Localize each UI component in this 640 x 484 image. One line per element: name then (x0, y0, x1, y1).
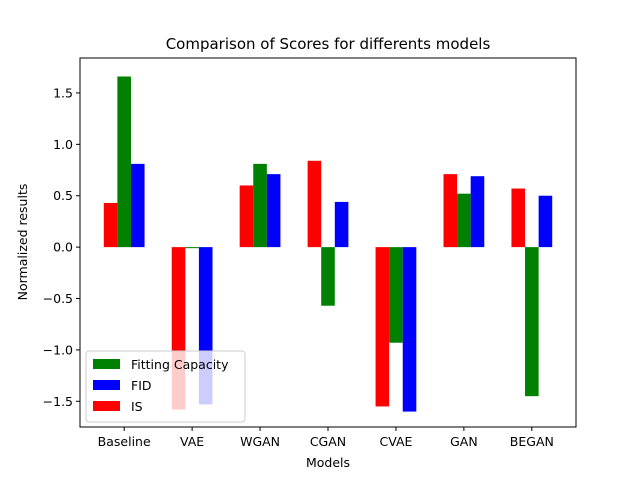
y-tick-label: 0.5 (53, 188, 73, 203)
y-tick-label: −1.0 (43, 342, 73, 357)
bar-fitting-capacity-vae (185, 247, 199, 249)
y-tick-label: 1.5 (53, 85, 73, 100)
bar-is-baseline (103, 202, 118, 248)
x-tick-label: BEGAN (510, 434, 554, 449)
axes-layer: −1.5 −1.0 −0.5 0.0 0.5 1.0 1.5 Baseline VAE WGAN C… (43, 85, 554, 449)
legend-label-fid: FID (131, 378, 152, 393)
x-tick-label: Baseline (98, 434, 151, 449)
x-tick-label: WGAN (240, 434, 280, 449)
y-tick-label: −0.5 (43, 291, 73, 306)
bar-fitting-capacity-cvae (389, 247, 403, 343)
bar-fitting-capacity-began (525, 247, 539, 397)
legend-swatch-fid (93, 380, 120, 390)
y-tick-label: 0.0 (53, 240, 73, 255)
legend-box (85, 350, 246, 423)
y-tick-label: −1.5 (43, 394, 73, 409)
x-tick-label: VAE (180, 434, 204, 449)
x-tick-label: GAN (450, 434, 478, 449)
bar-fid-baseline (130, 163, 145, 248)
bar-is-cgan (307, 160, 322, 248)
x-axis-label: Models (306, 455, 350, 470)
bar-fid-cvae (402, 247, 417, 412)
legend-swatch-is (93, 401, 120, 411)
legend: Fitting Capacity FID IS (85, 350, 246, 423)
y-axis-label: Normalized results (15, 184, 30, 301)
bar-fitting-capacity-cgan (321, 247, 335, 306)
bars-layer (103, 76, 553, 412)
bar-fid-gan (470, 176, 485, 248)
bar-fitting-capacity-wgan (253, 163, 267, 248)
bar-fid-wgan (266, 174, 281, 248)
bar-is-wgan (239, 185, 254, 248)
x-tick-label: CGAN (310, 434, 346, 449)
bar-fid-began (538, 195, 553, 248)
legend-swatch-fitting-capacity (93, 359, 120, 369)
bar-fitting-capacity-baseline (117, 76, 131, 248)
bar-fitting-capacity-gan (457, 193, 471, 248)
legend-label-is: IS (131, 399, 143, 414)
y-tick-label: 1.0 (53, 137, 73, 152)
legend-label-fitting-capacity: Fitting Capacity (131, 357, 229, 372)
x-tick-label: CVAE (379, 434, 412, 449)
bar-is-gan (443, 174, 458, 248)
bar-fid-cgan (334, 201, 349, 248)
bar-is-cvae (375, 247, 390, 407)
chart-title: Comparison of Scores for differents mode… (166, 35, 491, 53)
bar-is-began (511, 188, 526, 248)
